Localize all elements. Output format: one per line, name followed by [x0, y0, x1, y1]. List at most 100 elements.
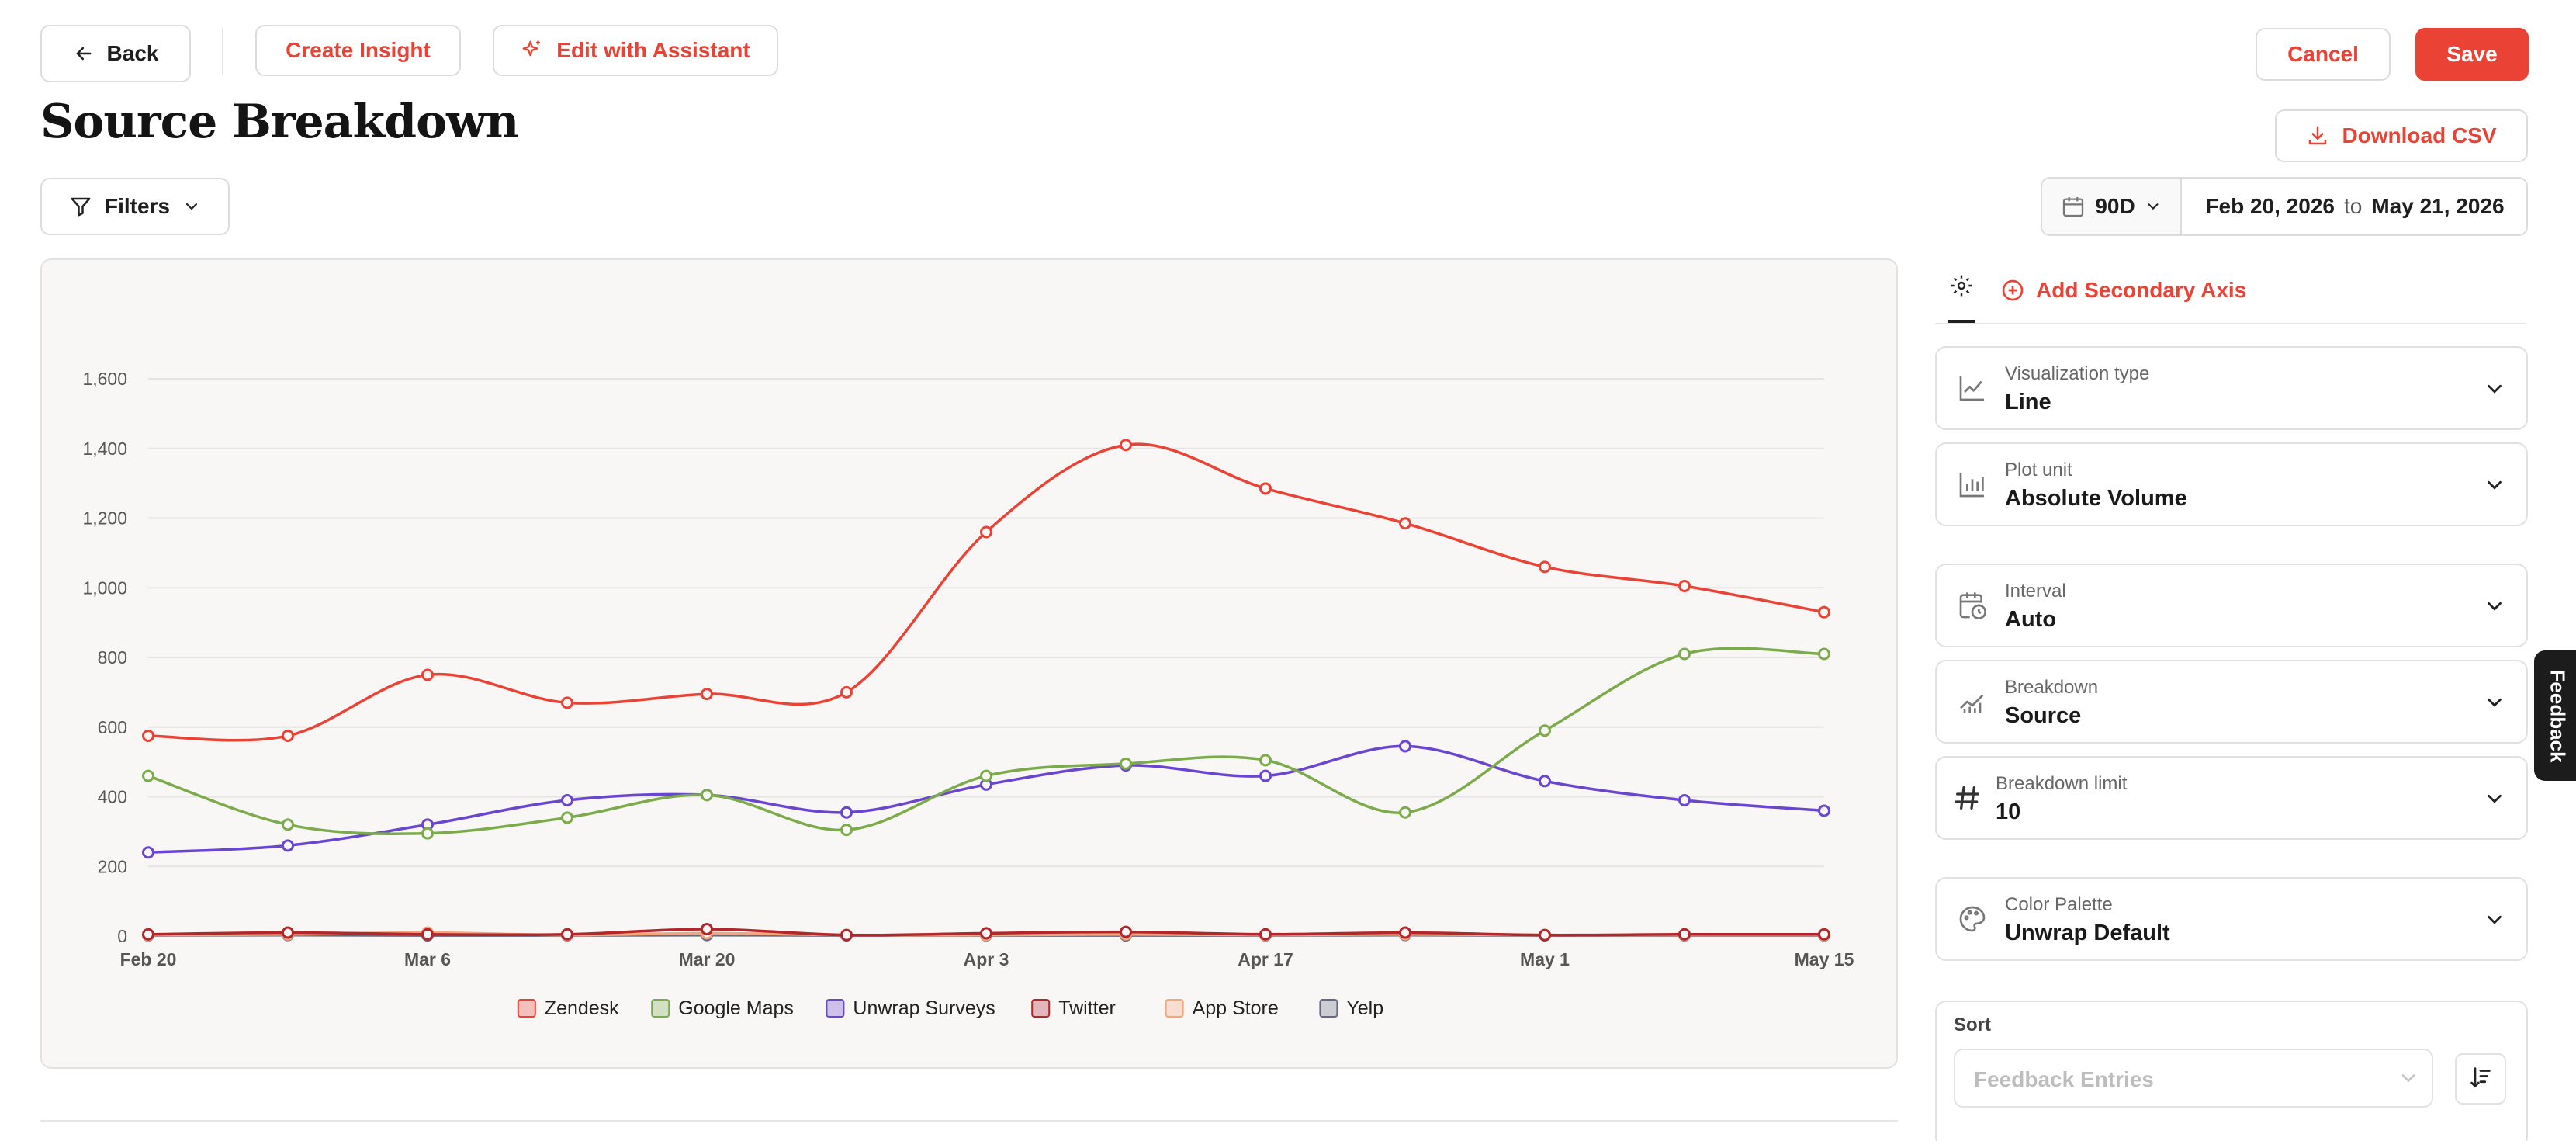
filters-button[interactable]: Filters [40, 178, 230, 235]
bar-chart-icon [1957, 469, 1991, 503]
field-label: Visualization type [2005, 363, 2150, 384]
edit-with-assistant-button[interactable]: Edit with Assistant [493, 25, 778, 76]
data-point [142, 769, 154, 782]
chevron-down-icon [2483, 787, 2506, 814]
y-tick-label: 200 [98, 856, 127, 876]
data-point [1259, 769, 1272, 782]
data-point [142, 846, 154, 859]
trend-icon [1957, 686, 1991, 720]
legend-label: Zendesk [545, 997, 619, 1019]
data-point [1120, 439, 1132, 452]
chevron-down-icon [2145, 198, 2162, 215]
data-point [561, 928, 573, 941]
hash-icon [1952, 782, 1986, 817]
data-point [980, 525, 992, 539]
download-csv-button[interactable]: Download CSV [2275, 109, 2528, 162]
create-insight-button[interactable]: Create Insight [255, 25, 461, 76]
data-point [1259, 754, 1272, 767]
x-tick-label: May 1 [1520, 949, 1570, 969]
date-to: to [2343, 194, 2363, 218]
breakdown-select[interactable]: Breakdown Source [1935, 660, 2528, 744]
interval-select[interactable]: Interval Auto [1935, 564, 2528, 647]
data-point [1818, 928, 1830, 941]
data-point [1678, 793, 1691, 806]
page-title: Source Breakdown [40, 95, 519, 149]
data-point [840, 685, 853, 699]
add-secondary-axis-label: Add Secondary Axis [2036, 278, 2247, 302]
chevron-down-icon [2483, 377, 2506, 404]
line-chart: 0 200 400 600 800 1,000 1,200 1,400 1,600 Feb 20 M… [82, 369, 1854, 1019]
cancel-button[interactable]: Cancel [2256, 28, 2391, 81]
sort-field-select[interactable]: Feedback Entries [1954, 1049, 2433, 1108]
legend-swatch [1319, 999, 1338, 1018]
chart-panel: 0 200 400 600 800 1,000 1,200 1,400 1,600 Feb 20 M… [40, 258, 1898, 1069]
data-point [561, 793, 573, 806]
data-point [1818, 647, 1830, 661]
data-point [1818, 804, 1830, 817]
data-point [142, 928, 154, 941]
plus-circle-icon [2000, 278, 2025, 303]
visualization-type-select[interactable]: Visualization type Line [1935, 346, 2528, 430]
x-tick-label: Feb 20 [120, 949, 177, 969]
data-point [980, 927, 992, 940]
date-preset-label: 90D [2095, 194, 2135, 218]
field-label: Plot unit [2005, 460, 2072, 480]
y-tick-label: 1,000 [82, 577, 127, 598]
sort-descending-icon [2467, 1064, 2494, 1094]
plot-unit-select[interactable]: Plot unit Absolute Volume [1935, 442, 2528, 526]
back-button[interactable]: Back [40, 25, 191, 82]
field-value: Unwrap Default [2005, 921, 2170, 945]
filters-label: Filters [104, 194, 171, 218]
chevron-down-icon [2483, 908, 2506, 935]
data-point [701, 923, 713, 936]
legend-label: Google Maps [678, 997, 794, 1019]
download-csv-label: Download CSV [2342, 123, 2497, 147]
x-tick-label: Apr 3 [964, 949, 1009, 969]
data-point [282, 818, 294, 831]
data-point [1678, 580, 1691, 593]
date-range-input[interactable]: Feb 20, 2026 to May 21, 2026 [2183, 179, 2526, 234]
color-palette-select[interactable]: Color Palette Unwrap Default [1935, 877, 2528, 961]
save-label: Save [2446, 42, 2498, 66]
x-tick-label: Mar 20 [679, 949, 736, 969]
x-tick-label: Apr 17 [1238, 949, 1293, 969]
data-point [282, 926, 294, 939]
data-point [421, 668, 434, 681]
field-value: Absolute Volume [2005, 486, 2187, 511]
data-point [701, 789, 713, 802]
toolbar-divider [222, 28, 223, 75]
y-tick-label: 800 [98, 647, 127, 668]
add-secondary-axis-button[interactable]: Add Secondary Axis [2000, 278, 2246, 303]
data-point [701, 688, 713, 701]
feedback-tab[interactable]: Feedback [2534, 650, 2576, 781]
data-point [561, 811, 573, 824]
x-tick-label: Mar 6 [404, 949, 451, 969]
field-label: Breakdown [2005, 677, 2099, 698]
chevron-down-icon [182, 197, 201, 216]
save-button[interactable]: Save [2415, 28, 2529, 81]
sort-direction-button[interactable] [2455, 1053, 2506, 1105]
data-point [1539, 928, 1551, 942]
chevron-down-icon [2483, 473, 2506, 501]
data-point [1399, 926, 1411, 939]
y-tick-label: 1,400 [82, 439, 127, 459]
series-line [147, 442, 1825, 742]
data-point [840, 824, 853, 837]
back-label: Back [106, 41, 159, 65]
data-point [1259, 482, 1272, 495]
data-point [980, 769, 992, 782]
edit-with-assistant-label: Edit with Assistant [556, 38, 750, 62]
breakdown-limit-select[interactable]: Breakdown limit 10 [1935, 756, 2528, 840]
chevron-down-icon [2483, 691, 2506, 718]
field-value: 10 [1996, 799, 2021, 824]
tab-settings[interactable] [1948, 273, 1975, 323]
data-point [1818, 605, 1830, 619]
data-point [1539, 724, 1551, 737]
data-point [421, 928, 434, 941]
date-preset-select[interactable]: 90D [2042, 179, 2182, 234]
data-point [1678, 928, 1691, 941]
legend-label: App Store [1193, 997, 1279, 1019]
legend-swatch [651, 999, 670, 1018]
data-point [561, 696, 573, 709]
series-line [147, 647, 1825, 835]
